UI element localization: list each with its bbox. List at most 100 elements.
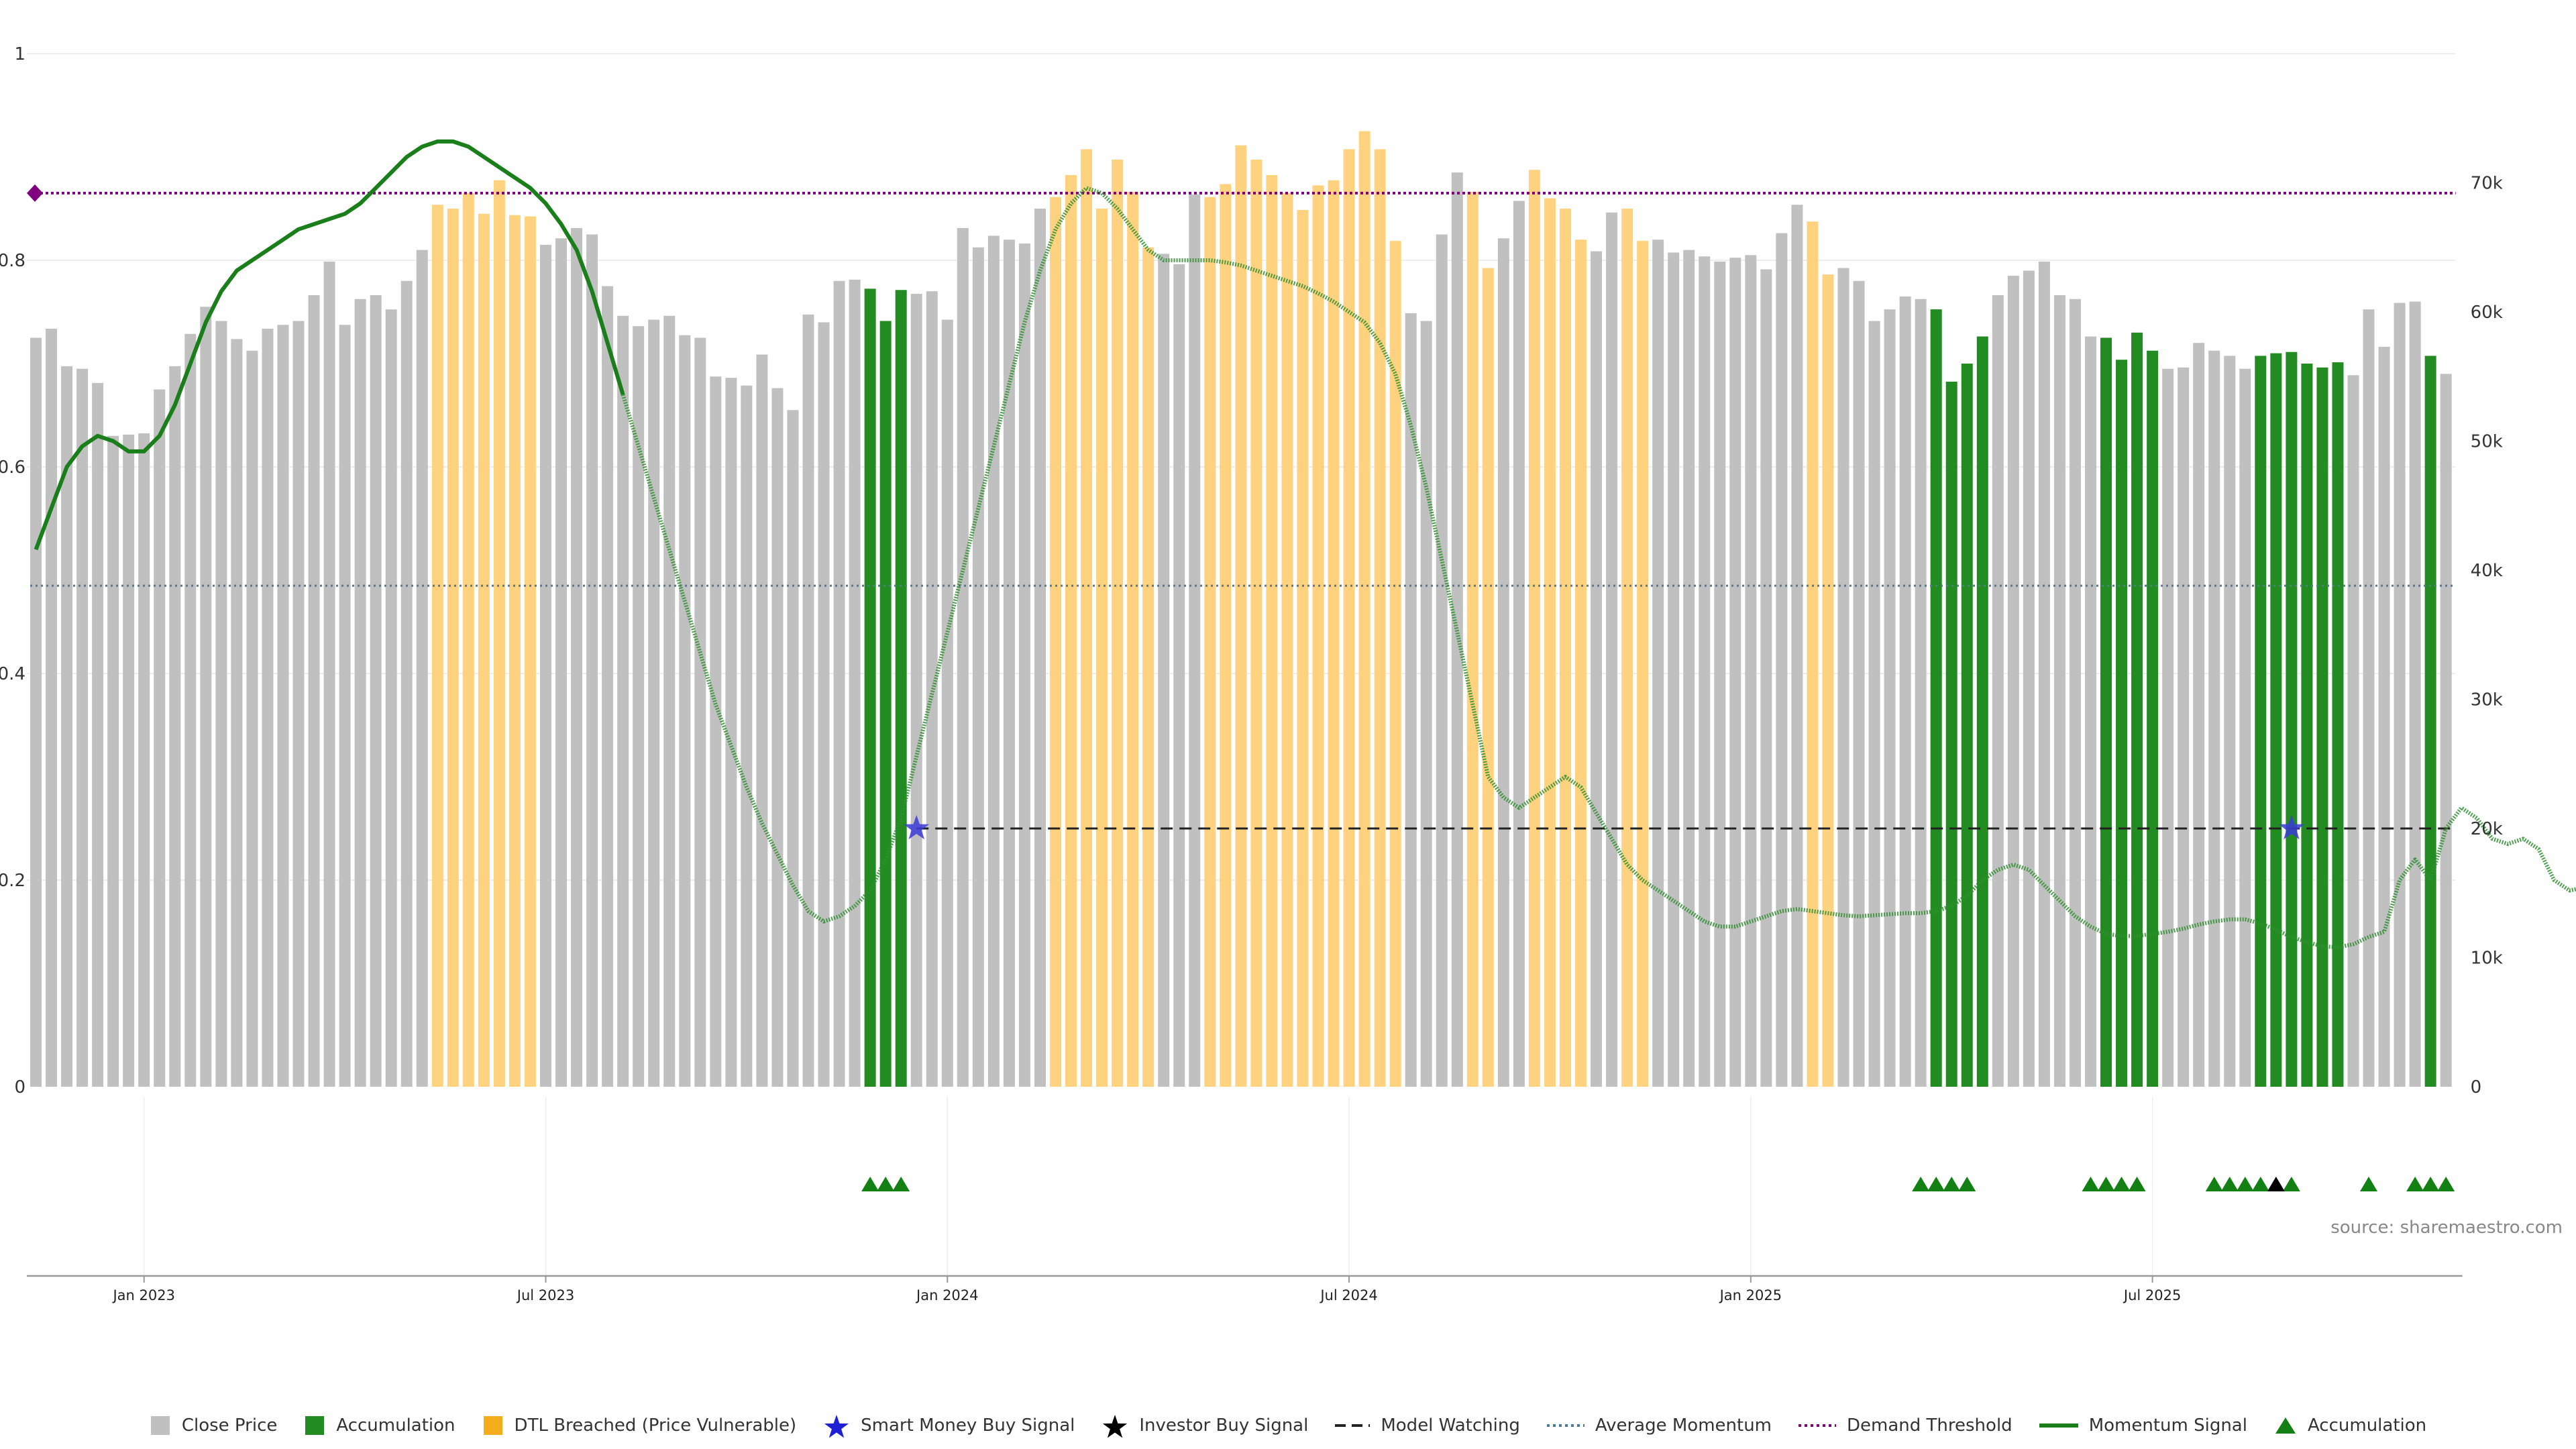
close-price-bar	[46, 329, 58, 1087]
close-price-bar	[1915, 299, 1927, 1087]
dtl-breached-bar	[1127, 191, 1139, 1087]
close-price-bar	[602, 286, 614, 1087]
legend-item: Accumulation	[2274, 1415, 2426, 1436]
close-price-bar	[200, 307, 212, 1087]
legend-label: Accumulation	[2307, 1415, 2427, 1436]
right-tick-label: 70k	[2471, 174, 2503, 194]
x-tick-label: Jan 2025	[1719, 1287, 1782, 1303]
left-tick-label: 0.4	[0, 664, 25, 684]
close-price-bar	[2178, 367, 2190, 1087]
close-price-bar	[555, 238, 568, 1087]
accumulation-triangle	[2097, 1177, 2115, 1191]
close-price-bar	[1683, 250, 1695, 1087]
accumulation-triangle	[877, 1177, 895, 1191]
close-price-bar	[1899, 296, 1911, 1087]
close-price-bar	[1884, 309, 1896, 1087]
accumulation-bar	[2301, 364, 2313, 1087]
accumulation-triangle	[1958, 1177, 1976, 1191]
close-price-bar	[1451, 172, 1463, 1087]
dtl-breached-bar	[1466, 191, 1479, 1087]
dtl-breached-bar	[1250, 159, 1263, 1087]
dtl-breached-bar	[1049, 197, 1061, 1087]
close-price-bar	[957, 227, 969, 1087]
accumulation-bar	[2424, 356, 2436, 1087]
close-price-bar	[2239, 368, 2251, 1087]
close-price-bar	[1668, 252, 1680, 1087]
close-price-bar	[308, 294, 320, 1087]
dtl-breached-bar	[1220, 184, 1232, 1087]
legend-item: DTL Breached (Price Vulnerable)	[482, 1415, 796, 1436]
close-price-bar	[756, 354, 768, 1087]
accumulation-triangle	[892, 1177, 910, 1191]
close-price-bar	[61, 366, 73, 1087]
close-price-bar	[1034, 209, 1046, 1087]
accumulation-triangle	[2236, 1177, 2254, 1191]
axes: 0 0.2 0.4 0.6 0.8 1 0 10k 20k 30k 40k 50k 60k 70k Jan …	[0, 44, 2503, 1303]
legend-item: Accumulation	[304, 1415, 455, 1436]
legend-label: Smart Money Buy Signal	[861, 1415, 1075, 1436]
accumulation-triangle	[2282, 1177, 2300, 1191]
accumulation-triangle	[2082, 1177, 2100, 1191]
close-price-bar	[586, 234, 598, 1087]
dtl-breached-bar	[1281, 193, 1293, 1087]
accumulation-triangle	[2422, 1177, 2440, 1191]
smart-money-buy-star	[2278, 815, 2304, 840]
close-price-bar	[2409, 301, 2421, 1087]
close-price-bar	[2394, 303, 2406, 1087]
close-price-bar	[1173, 264, 1185, 1087]
close-price-bar	[833, 280, 845, 1087]
dot-legend-icon	[1546, 1415, 1585, 1436]
close-price-bar	[679, 335, 691, 1087]
dtl-breached-bar	[1343, 149, 1355, 1087]
legend-item: Close Price	[150, 1415, 277, 1436]
close-price-bar	[30, 337, 42, 1087]
triangle-legend-icon	[2274, 1415, 2297, 1436]
dtl-breached-bar	[462, 193, 474, 1087]
accumulation-bar	[1976, 336, 1988, 1087]
accumulation-triangle	[2437, 1177, 2455, 1191]
accumulation-triangle	[2205, 1177, 2223, 1191]
momentum-signal-line	[34, 139, 625, 551]
accumulation-bar	[2332, 362, 2344, 1087]
x-tick-label: Jul 2025	[2123, 1287, 2181, 1303]
star-legend-icon	[823, 1415, 850, 1438]
close-price-bar	[1189, 194, 1201, 1087]
close-price-bar	[1791, 205, 1803, 1087]
close-price-bar	[123, 434, 135, 1087]
close-price-bar	[277, 325, 289, 1087]
close-price-bar	[138, 433, 150, 1087]
close-price-bar	[2440, 374, 2452, 1087]
star-legend-icon	[1102, 1415, 1128, 1438]
close-price-bar	[1436, 234, 1448, 1087]
accumulation-bar	[2286, 352, 2298, 1087]
accumulation-bar	[2147, 350, 2159, 1087]
close-price-bar	[1699, 256, 1711, 1087]
dtl-breached-bar	[447, 209, 459, 1087]
dtl-breached-bar	[1358, 131, 1371, 1087]
reference-lines	[27, 184, 2456, 830]
close-price-bar	[370, 294, 382, 1087]
accumulation-triangle	[1943, 1177, 1961, 1191]
close-price-bar	[2069, 299, 2081, 1087]
x-tick-label: Jan 2024	[915, 1287, 979, 1303]
price-bars	[30, 131, 2452, 1087]
close-price-bar	[910, 294, 922, 1087]
legend-label: Demand Threshold	[1847, 1415, 2012, 1436]
left-tick-label: 0	[14, 1077, 25, 1097]
close-price-bar	[771, 388, 784, 1087]
close-price-bar	[1729, 258, 1741, 1087]
close-price-bar	[2208, 350, 2220, 1087]
accumulation-bar	[864, 288, 876, 1087]
close-price-bar	[571, 227, 583, 1087]
close-price-bar	[292, 321, 305, 1087]
dtl-breached-bar	[524, 216, 536, 1087]
close-price-bar	[1158, 254, 1170, 1087]
close-price-bar	[1405, 313, 1417, 1087]
close-price-bar	[1760, 269, 1772, 1087]
close-price-bar	[1776, 233, 1788, 1087]
dtl-breached-bar	[1374, 149, 1386, 1087]
close-price-bar	[2023, 270, 2035, 1087]
dtl-breached-bar	[493, 180, 505, 1087]
dtl-breached-bar	[1621, 209, 1633, 1087]
momentum-line	[34, 139, 2576, 950]
